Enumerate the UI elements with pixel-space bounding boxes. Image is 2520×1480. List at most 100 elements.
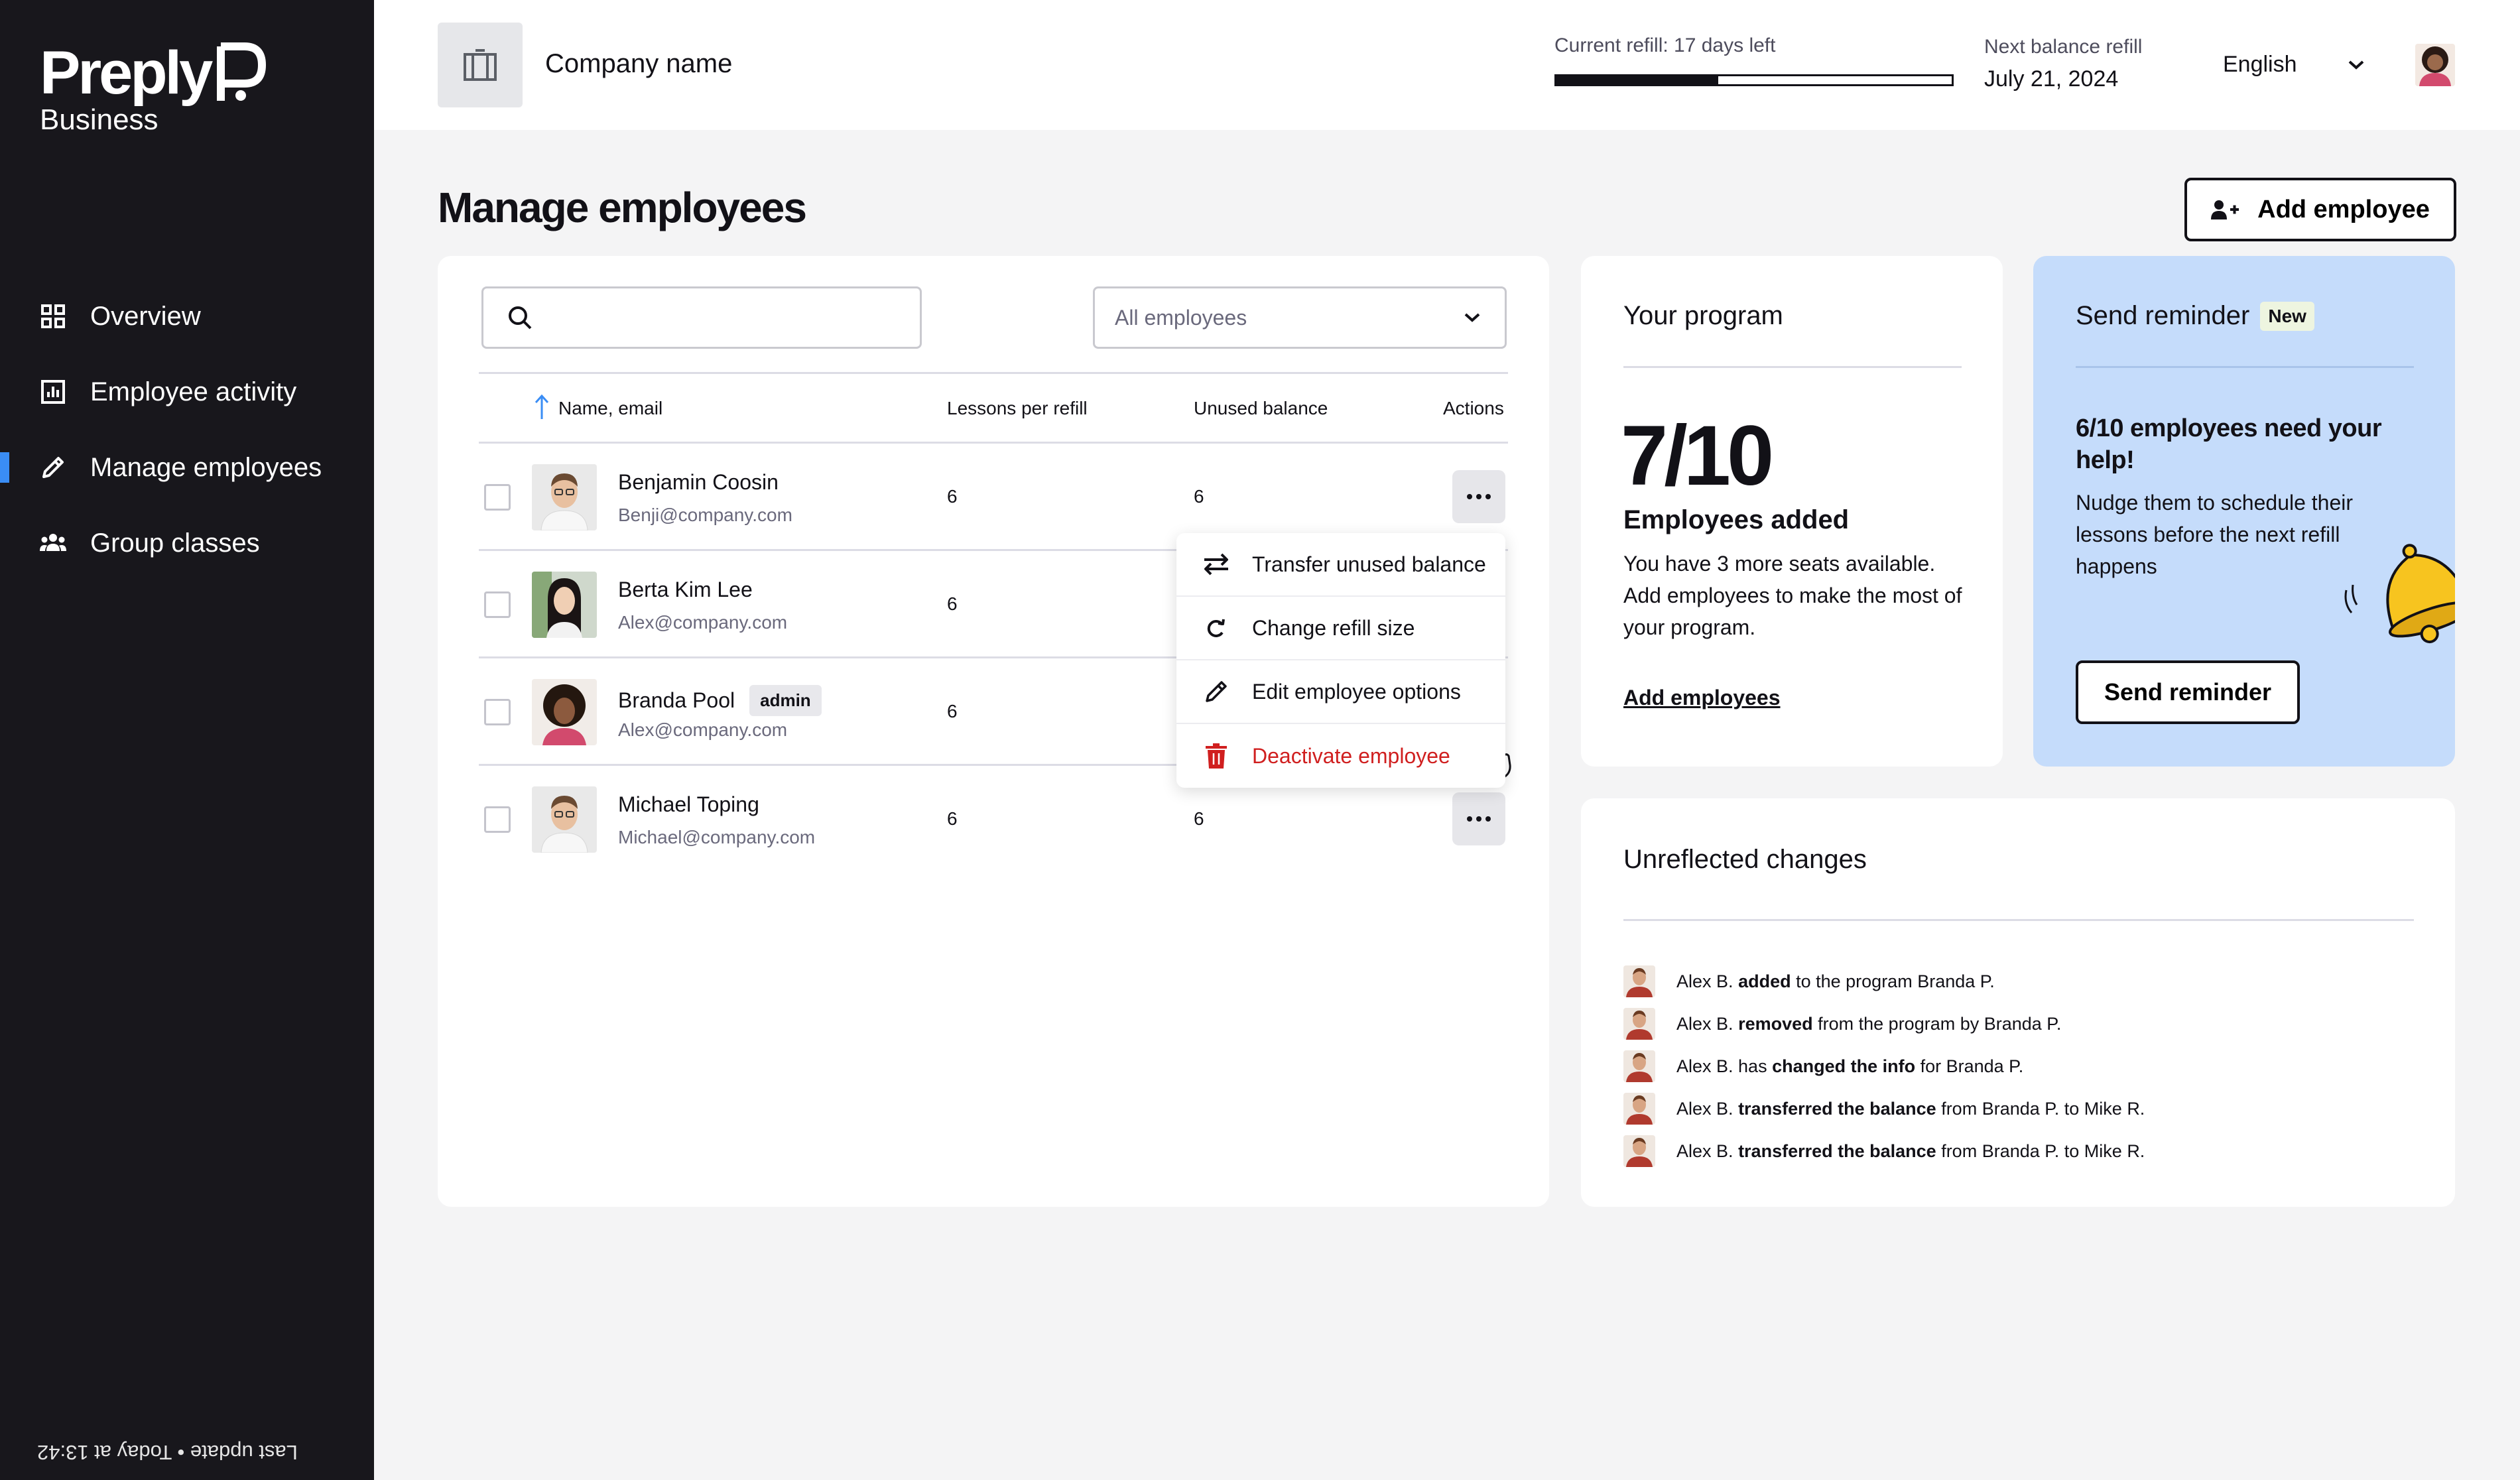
column-header-name[interactable]: Name, email: [558, 398, 663, 418]
change-detail: to the program Branda P.: [1796, 971, 1995, 991]
last-update-text: Last update • Today at 13:42: [37, 1441, 298, 1464]
row-checkbox[interactable]: [484, 591, 511, 618]
menu-item-label: Transfer unused balance: [1252, 552, 1486, 576]
search-input[interactable]: [481, 286, 922, 349]
more-horizontal-icon: [1467, 816, 1491, 822]
row-actions-button[interactable]: [1452, 470, 1505, 523]
company-name: Company name: [545, 49, 733, 78]
reminder-title: 6/10 employees need your help!: [2076, 414, 2382, 474]
page-title: Manage employees: [438, 184, 807, 231]
add-employee-label: Add employee: [2257, 195, 2430, 223]
menu-item-label: Edit employee options: [1252, 679, 1461, 704]
menu-item-deactivate[interactable]: Deactivate employee: [1176, 724, 1505, 788]
add-employee-button[interactable]: Add employee: [2184, 178, 2456, 241]
admin-badge: admin: [749, 685, 822, 716]
chevron-down-icon: [2348, 60, 2363, 70]
logo-mark-icon: [217, 42, 267, 101]
table-row: Benjamin Coosin Benji@company.com 6 6: [479, 444, 1508, 551]
change-actor: Alex B.: [1676, 1013, 1733, 1034]
pencil-icon: [1202, 677, 1231, 706]
table-header: Name, email Lessons per refill Unused ba…: [479, 372, 1508, 444]
list-item: Alex B. has changed the info for Branda …: [1623, 1045, 2145, 1087]
menu-item-change-refill[interactable]: Change refill size: [1176, 597, 1505, 660]
column-header-unused[interactable]: Unused balance: [1194, 398, 1328, 418]
unused-balance: 6: [1194, 486, 1204, 507]
language-value: English: [2223, 52, 2297, 77]
list-item: Alex B. added to the program Branda P.: [1623, 960, 2145, 1003]
row-checkbox[interactable]: [484, 699, 511, 725]
sort-arrow-up-icon[interactable]: [535, 394, 549, 420]
employee-photo: [532, 572, 597, 638]
refill-progress-bar: [1554, 74, 1954, 86]
user-avatar[interactable]: [2415, 44, 2455, 86]
change-detail: from Branda P. to Mike R.: [1941, 1141, 2145, 1161]
sidebar-item-label: Overview: [90, 301, 201, 331]
sidebar-item-overview[interactable]: Overview: [0, 278, 374, 354]
change-actor: Alex B.: [1676, 971, 1733, 991]
add-user-icon: [2211, 200, 2239, 219]
divider: [2076, 366, 2414, 368]
sidebar-item-label: Group classes: [90, 528, 260, 558]
sidebar-nav: Overview Employee activity Manage employ…: [0, 278, 374, 581]
avatar: [1623, 1008, 1655, 1040]
grid-icon: [40, 303, 66, 330]
logo-text: Preply: [40, 39, 213, 107]
sidebar-item-employee-activity[interactable]: Employee activity: [0, 354, 374, 430]
lessons-per-refill: 6: [947, 593, 958, 614]
pencil-icon: [40, 454, 66, 481]
employees-added-label: Employees added: [1623, 505, 1850, 534]
table-row: Michael Toping Michael@company.com 6 6: [479, 766, 1508, 873]
lessons-per-refill: 6: [947, 808, 958, 829]
row-actions-menu: Transfer unused balance Change refill si…: [1176, 533, 1505, 788]
change-actor: Alex B. has: [1676, 1056, 1767, 1076]
row-checkbox[interactable]: [484, 806, 511, 833]
menu-item-label: Change refill size: [1252, 615, 1415, 640]
row-checkbox[interactable]: [484, 484, 511, 511]
logo-sub: Business: [40, 103, 158, 136]
list-item: Alex B. transferred the balance from Bra…: [1623, 1130, 2145, 1172]
redo-icon: [1202, 613, 1231, 643]
filter-value: All employees: [1115, 305, 1247, 330]
menu-item-transfer-balance[interactable]: Transfer unused balance: [1176, 533, 1505, 597]
building-icon: [464, 49, 497, 81]
lessons-per-refill: 6: [947, 701, 958, 721]
sidebar-item-manage-employees[interactable]: Manage employees: [0, 430, 374, 505]
employee-name: Benjamin Coosin: [618, 470, 779, 494]
changes-heading: Unreflected changes: [1623, 845, 1867, 874]
add-employees-link[interactable]: Add employees: [1623, 686, 1781, 709]
current-refill-label: Current refill: 17 days left: [1554, 34, 1776, 56]
change-action: transferred the balance: [1738, 1098, 1936, 1119]
send-reminder-card: Send reminder New 6/10 employees need yo…: [2033, 256, 2455, 767]
preply-business-logo[interactable]: Preply Business: [40, 41, 267, 135]
change-actor: Alex B.: [1676, 1141, 1733, 1161]
unused-balance: 6: [1194, 808, 1204, 829]
column-header-lessons[interactable]: Lessons per refill: [947, 398, 1088, 418]
swap-arrows-icon: [1202, 550, 1231, 579]
employee-photo: [532, 679, 597, 745]
employee-name: Michael Toping: [618, 792, 759, 816]
row-actions-button[interactable]: [1452, 792, 1505, 845]
employee-email: Benji@company.com: [618, 505, 792, 525]
reminder-description: Nudge them to schedule their lessons bef…: [2076, 491, 2354, 578]
language-select[interactable]: English: [2223, 52, 2365, 78]
employees-added-count: 7/10: [1621, 408, 1774, 503]
employee-photo: [532, 786, 597, 853]
sidebar-item-label: Manage employees: [90, 452, 322, 482]
sidebar: Preply Business Overview Employee activi…: [0, 0, 374, 1480]
reminder-heading-text: Send reminder: [2076, 301, 2250, 330]
refill-progress-fill: [1556, 76, 1719, 84]
program-description: You have 3 more seats available. Add emp…: [1623, 552, 1962, 639]
divider: [1623, 919, 2414, 921]
change-list: Alex B. added to the program Branda P. A…: [1623, 960, 2145, 1172]
change-detail: for Branda P.: [1920, 1056, 2024, 1076]
group-icon: [40, 530, 66, 556]
employee-filter-select[interactable]: All employees: [1093, 286, 1507, 349]
send-reminder-button[interactable]: Send reminder: [2076, 660, 2300, 724]
employee-email: Michael@company.com: [618, 827, 816, 847]
menu-item-edit-options[interactable]: Edit employee options: [1176, 660, 1505, 724]
chevron-down-icon: [1464, 313, 1480, 322]
sidebar-item-label: Employee activity: [90, 377, 297, 406]
bell-illustration-icon: [2344, 544, 2455, 644]
list-item: Alex B. transferred the balance from Bra…: [1623, 1087, 2145, 1130]
sidebar-item-group-classes[interactable]: Group classes: [0, 505, 374, 581]
